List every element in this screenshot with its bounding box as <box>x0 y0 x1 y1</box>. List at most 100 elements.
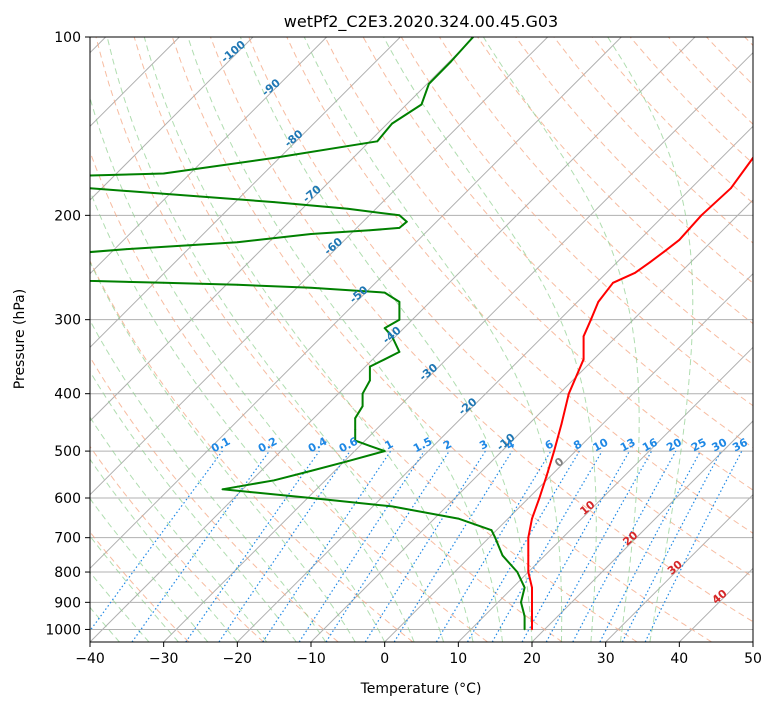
mixing-ratio-label-11: 10 <box>591 436 611 455</box>
mixing-ratio-line-0 <box>90 450 223 632</box>
moist-adiabat--24 <box>90 497 209 642</box>
moist-adiabat-12 <box>143 37 474 642</box>
temperature-point-12 <box>567 392 570 395</box>
isotherm--70 <box>90 37 475 422</box>
mixing-ratio-label-16: 30 <box>710 436 730 455</box>
dry-adiabat-130 <box>515 37 753 284</box>
dewpoint-point-26 <box>391 335 393 338</box>
y-tick-label-700: 700 <box>54 531 81 547</box>
moist-adiabat-16 <box>187 37 503 642</box>
isotherm--100 <box>90 37 254 201</box>
mixing-ratio-line-2 <box>185 450 320 642</box>
x-tick-label-0: 0 <box>380 651 389 667</box>
x-tick-label-20: 20 <box>523 651 541 667</box>
dewpoint-point-41 <box>236 241 239 244</box>
moist-adiabat--8 <box>90 319 327 642</box>
dewpoint-point-54 <box>273 157 276 159</box>
dewpoint-point-19 <box>354 417 357 420</box>
isotherm-30 <box>605 493 753 642</box>
dewpoint-point-43 <box>369 229 371 232</box>
y-tick-label-300: 300 <box>54 313 81 329</box>
dewpoint-point-11 <box>221 488 224 491</box>
temperature-point-2 <box>531 601 533 604</box>
dewpoint-point-59 <box>450 60 452 63</box>
mixing-ratio-line-6 <box>325 450 450 642</box>
mixing-ratio-lines <box>90 450 743 642</box>
profile-series <box>90 37 753 631</box>
mixing-ratio-line-8 <box>393 450 513 642</box>
mixing-ratio-line-3 <box>218 450 351 642</box>
dewpoint-point-7 <box>490 529 493 532</box>
dewpoint-point-48 <box>273 201 276 204</box>
dewpoint-point-31 <box>383 291 386 294</box>
moist-adiabat--28 <box>90 535 179 642</box>
isotherm--20 <box>236 125 753 642</box>
y-tick-label-500: 500 <box>54 444 81 460</box>
temperature-point-15 <box>590 318 592 321</box>
mixing-ratio-line-5 <box>298 450 425 642</box>
y-axis-ticks: 100 200 300 400 500 600 700 800 900 1000 <box>45 30 90 638</box>
mixing-ratio-line-1 <box>131 450 270 642</box>
moist-adiabat--16 <box>90 416 268 642</box>
dewpoint-point-12 <box>273 479 276 482</box>
moist-adiabat-28 <box>383 37 597 642</box>
dry-adiabat--10 <box>90 356 339 642</box>
dewpoint-point-56 <box>391 122 393 125</box>
temperature-point-4 <box>527 571 530 573</box>
temperature-point-8 <box>538 497 541 499</box>
y-tick-label-800: 800 <box>54 565 81 581</box>
temperature-point-0 <box>531 628 533 631</box>
dewpoint-point-2 <box>520 601 522 604</box>
moist-adiabat--20 <box>90 458 238 642</box>
x-tick-label--10: −10 <box>296 651 326 667</box>
isotherm--60 <box>90 37 549 496</box>
dry-adiabat-40 <box>171 37 712 642</box>
dewpoint-point-29 <box>398 310 401 312</box>
pressure-gridlines <box>90 37 753 630</box>
dry-adiabat-50 <box>210 37 753 623</box>
temperature-point-22 <box>700 214 703 217</box>
dewpoint-point-25 <box>398 351 401 353</box>
mixing-ratio-line-13 <box>545 450 653 642</box>
moist-adiabat-4 <box>90 96 415 642</box>
temperature-point-7 <box>531 517 533 520</box>
x-tick-label-40: 40 <box>670 651 688 667</box>
mixing-ratio-line-4 <box>262 450 392 642</box>
isotherm--90 <box>90 37 328 275</box>
y-tick-label-600: 600 <box>54 491 81 507</box>
dewpoint-point-18 <box>354 428 357 431</box>
x-tick-label--20: −20 <box>223 651 253 667</box>
dry-adiabat-80 <box>324 37 753 491</box>
mixing-ratio-label-13: 16 <box>640 436 660 455</box>
mixing-ratio-line-14 <box>572 450 677 642</box>
dewpoint-point-10 <box>310 497 312 499</box>
mixing-ratio-label-15: 25 <box>689 436 709 455</box>
dewpoint-point-44 <box>398 227 401 229</box>
dewpoint-point-32 <box>310 286 312 289</box>
temperature-point-10 <box>553 450 555 452</box>
temperature-point-1 <box>531 615 533 618</box>
dry-adiabat-60 <box>248 37 753 578</box>
moist-adiabat-8 <box>106 37 445 642</box>
temperature-point-20 <box>663 250 666 253</box>
moist-adiabat-36 <box>607 37 694 642</box>
temperature-point-6 <box>527 536 530 539</box>
mixing-ratio-line-12 <box>521 450 631 642</box>
plot-frame <box>89 36 754 643</box>
dewpoint-point-13 <box>310 470 312 472</box>
dewpoint-point-55 <box>376 140 379 143</box>
dewpoint-point-45 <box>405 220 408 223</box>
dry-adiabat-20 <box>95 37 563 642</box>
x-tick-label--30: −30 <box>149 651 179 667</box>
dewpoint-point-1 <box>523 615 526 618</box>
dewpoint-point-20 <box>361 405 364 408</box>
dewpoint-point-0 <box>523 628 526 631</box>
temperature-point-13 <box>582 358 585 361</box>
chart-title: wetPf2_C2E3.2020.324.00.45.G03 <box>284 12 558 32</box>
dewpoint-point-57 <box>420 103 423 106</box>
temperature-point-21 <box>678 239 681 241</box>
moist-adiabat-32 <box>482 37 640 642</box>
x-axis-title: Temperature (°C) <box>360 681 482 697</box>
dewpoint-point-5 <box>501 554 504 557</box>
temperature-point-17 <box>612 281 614 284</box>
